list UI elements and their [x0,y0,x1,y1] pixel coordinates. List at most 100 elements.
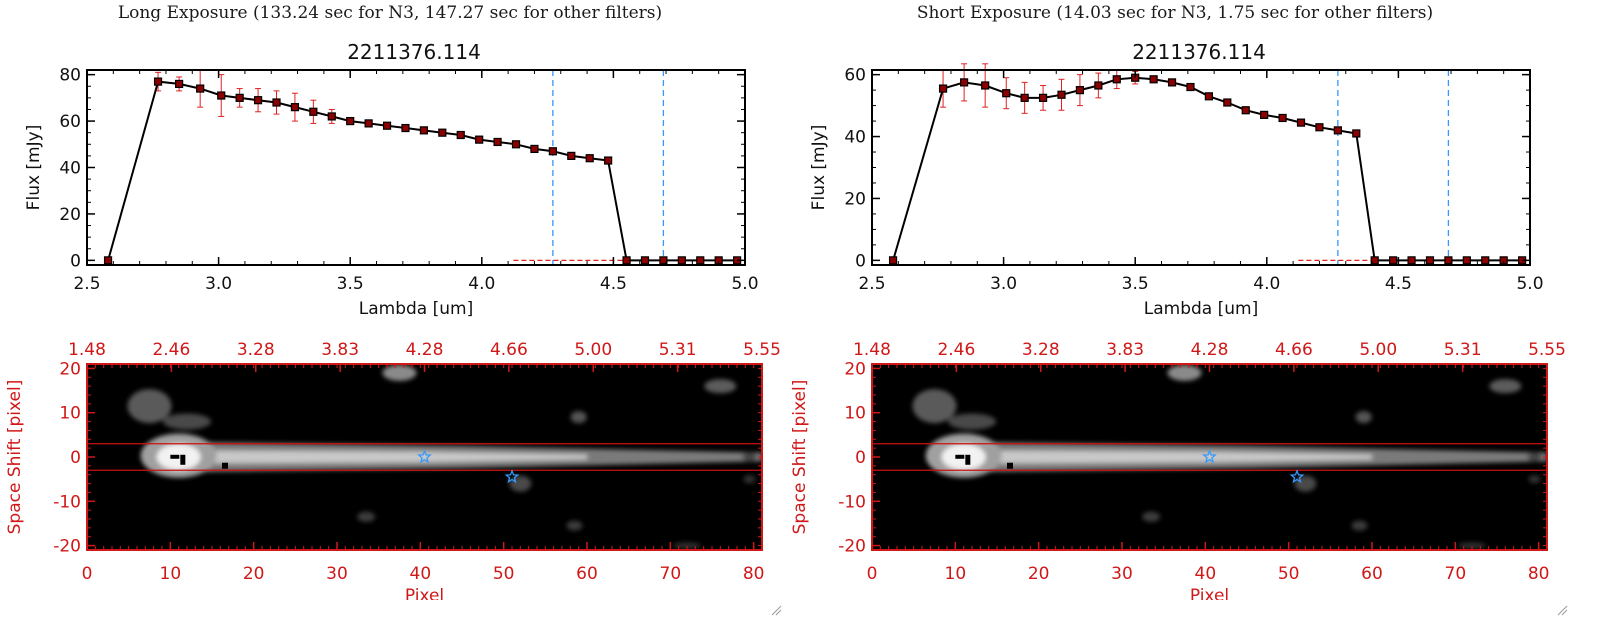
data-point [253,96,263,105]
secondary-source [357,511,376,522]
spectrum-series-line [107,80,738,262]
x-tick-label: 4.0 [1253,274,1280,294]
data-point [1038,93,1048,102]
x-tick-label: 0 [82,564,93,584]
x-tick-label: 3.0 [990,274,1017,294]
top-tick-label: 4.66 [490,340,528,360]
top-tick-label: 4.28 [1191,340,1229,360]
data-point [1241,106,1250,115]
data-point [217,91,226,100]
resize-grip-icon[interactable] [1556,604,1568,616]
short-exposure-title: Short Exposure (14.03 sec for N3, 1.75 s… [916,3,1434,23]
data-point [1278,113,1287,123]
plot-title: 2211376.114 [347,40,481,64]
top-tick-label: 2.46 [937,340,975,360]
data-point [401,123,410,133]
long-exposure-title: Long Exposure (133.24 sec for N3, 147.27… [117,3,663,23]
short-exposure-spectrum-plot: 2211376.114 2.5 3.0 3.5 4.0 4.5 5.0 0 20 40 60 Lamb… [809,40,1544,319]
data-point [1407,256,1416,265]
bad-pixel [965,454,971,465]
data-point [1481,256,1490,265]
top-tick-label: 3.83 [321,340,359,360]
data-point [103,256,113,265]
secondary-source [509,475,532,492]
spectrum-series-line [892,76,1523,262]
y-tick-label: -20 [838,537,866,557]
data-point [196,84,205,93]
x-tick-label: 4.5 [600,274,627,294]
star-marker-icon [417,449,432,464]
secondary-source [743,475,756,484]
top-tick-label: 5.31 [659,340,697,360]
y-tick-label: -10 [838,492,866,512]
y-axis-label: Flux [mJy] [809,125,829,211]
image-glow [127,364,762,549]
x-tick-label: 40 [1195,564,1217,584]
x-tick-label: 80 [743,564,765,584]
y-tick-label: 40 [59,159,81,179]
data-point [640,256,650,265]
data-point [1112,75,1121,84]
data-point [1296,118,1306,127]
data-point [1444,256,1453,265]
bad-pixel [955,454,965,459]
data-point [1260,110,1269,119]
y-tick-label: 80 [59,66,81,86]
data-point [567,151,576,160]
bad-pixel [180,454,186,465]
data-point [1186,82,1195,92]
x-axis-label: Pixel [405,586,444,600]
data-point [364,119,373,128]
data-point [1315,123,1324,132]
x-tick-label: 40 [410,564,432,584]
bad-pixel [1007,462,1013,469]
data-point [1204,92,1213,101]
x-tick-label: 4.0 [468,274,495,294]
image-area [87,364,762,550]
secondary-source [673,542,701,549]
data-point [677,256,686,265]
data-point [456,130,465,140]
image-glow [912,364,1547,549]
spectral-streak-core [170,450,588,464]
y-tick-label: 60 [59,112,81,132]
top-tick-label: 4.28 [406,340,444,360]
x-tick-label: 50 [493,564,515,584]
plot-frame [871,69,1531,266]
secondary-source [1167,364,1202,381]
y-tick-label: 10 [844,404,866,424]
star-marker-icon [504,469,520,484]
resize-grip-icon[interactable] [770,604,782,616]
y-tick-label: 0 [70,251,81,271]
data-point [272,98,281,107]
y-tick-label: 0 [855,448,866,468]
secondary-source [1528,475,1541,484]
data-point [1167,78,1177,87]
data-point [1020,93,1029,102]
data-point [438,128,447,137]
data-point [346,116,355,126]
data-point [235,93,244,102]
x-tick-label: 80 [1528,564,1550,584]
x-axis-label: Pixel [1190,586,1229,600]
long-exposure-spectrum-plot: 2211376.114 2.5 3.0 3.5 4.0 4.5 5.0 0 20 40 60 80 La… [24,40,759,319]
top-tick-label: 2.46 [152,340,190,360]
data-point [530,144,539,154]
data-point [604,156,613,165]
y-tick-label: 0 [855,251,866,271]
data-point [585,154,594,163]
long-exposure-spatial-image: 0 10 20 30 40 50 60 70 80 1.48 2.46 3.28 3.83 4.28 4.6… [5,340,781,600]
data-point [1149,75,1158,84]
data-point [382,121,392,130]
top-tick-label: 5.31 [1444,340,1482,360]
data-point [1333,126,1342,135]
x-tick-label: 30 [1111,564,1133,584]
y-tick-label: 0 [70,448,81,468]
y-axis-label: Flux [mJy] [24,125,44,211]
x-tick-label: 20 [243,564,265,584]
top-tick-label: 1.48 [68,340,106,360]
y-tick-label: -20 [53,537,81,557]
data-point [309,107,318,116]
x-tick-label: 4.5 [1385,274,1412,294]
